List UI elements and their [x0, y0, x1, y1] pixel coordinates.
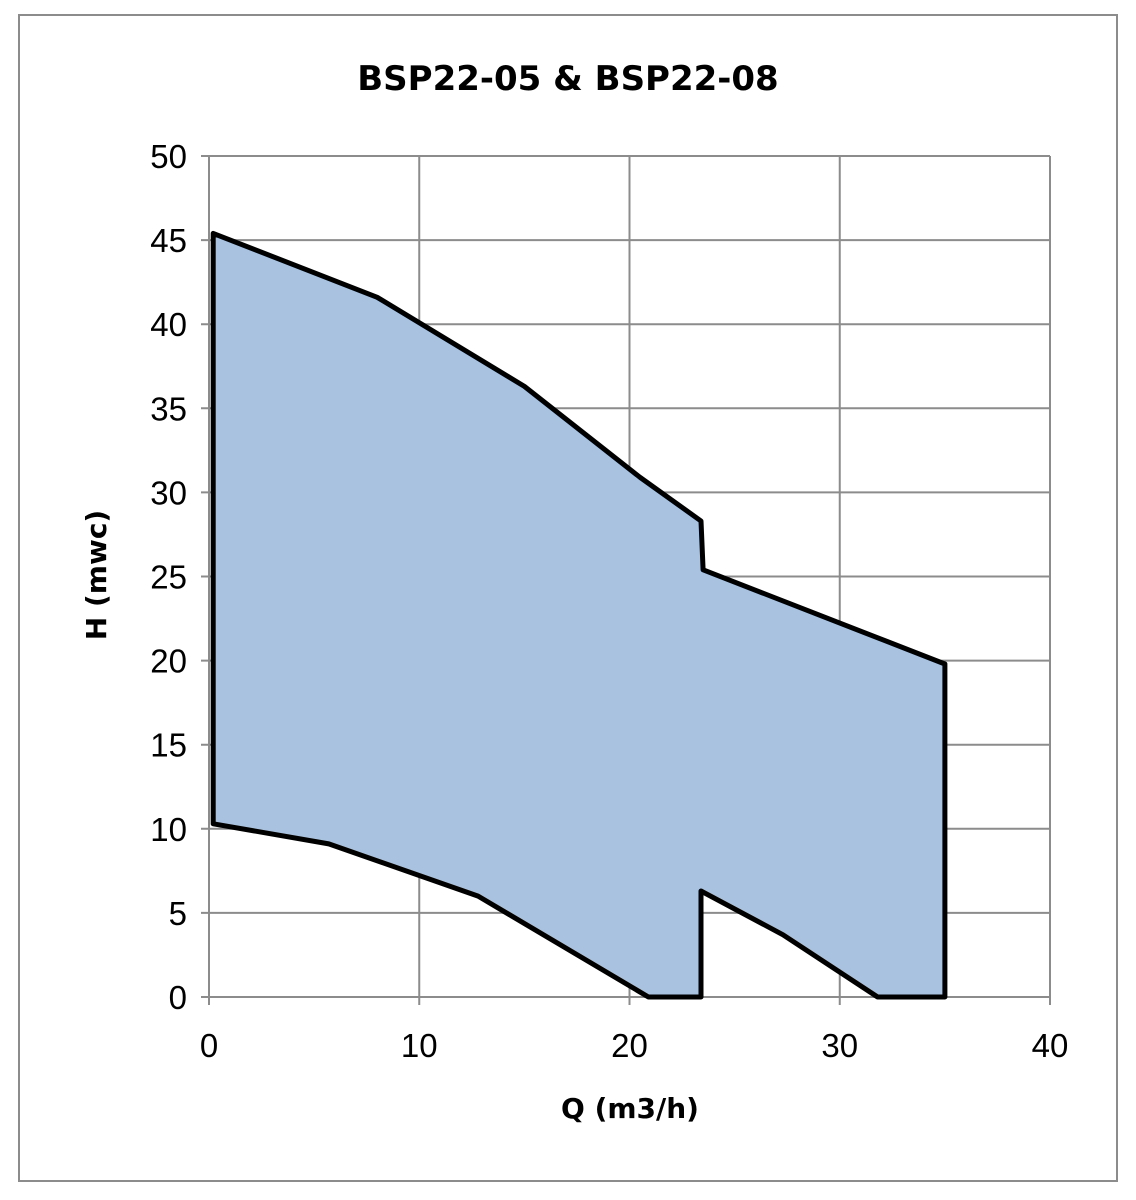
x-axis-title: Q (m3/h): [561, 1092, 699, 1125]
x-tick-label: 10: [401, 1027, 438, 1064]
y-tick-labels: 0 5 10 15 20 25 30 35 40 45 50: [150, 138, 187, 1016]
plot-area: [210, 230, 948, 1000]
y-tick-label: 0: [169, 979, 187, 1016]
x-tick-label: 0: [200, 1027, 218, 1064]
chart-title: BSP22-05 & BSP22-08: [357, 59, 778, 99]
x-tick-labels: 0 10 20 30 40: [200, 1027, 1069, 1064]
x-tick-label: 20: [611, 1027, 648, 1064]
y-tick-label: 35: [150, 390, 187, 427]
x-tick-label: 40: [1032, 1027, 1069, 1064]
y-tick-label: 50: [150, 138, 187, 175]
y-tick-label: 15: [150, 727, 187, 764]
y-tick-label: 5: [169, 895, 187, 932]
y-axis-title: H (mwc): [80, 510, 113, 640]
y-tick-label: 10: [150, 811, 187, 848]
y-tick-label: 20: [150, 643, 187, 680]
y-tick-label: 45: [150, 222, 187, 259]
y-tick-label: 25: [150, 559, 187, 596]
y-tick-label: 30: [150, 474, 187, 511]
y-tick-label: 40: [150, 306, 187, 343]
envelope-area: [210, 230, 948, 1000]
x-tick-label: 30: [821, 1027, 858, 1064]
